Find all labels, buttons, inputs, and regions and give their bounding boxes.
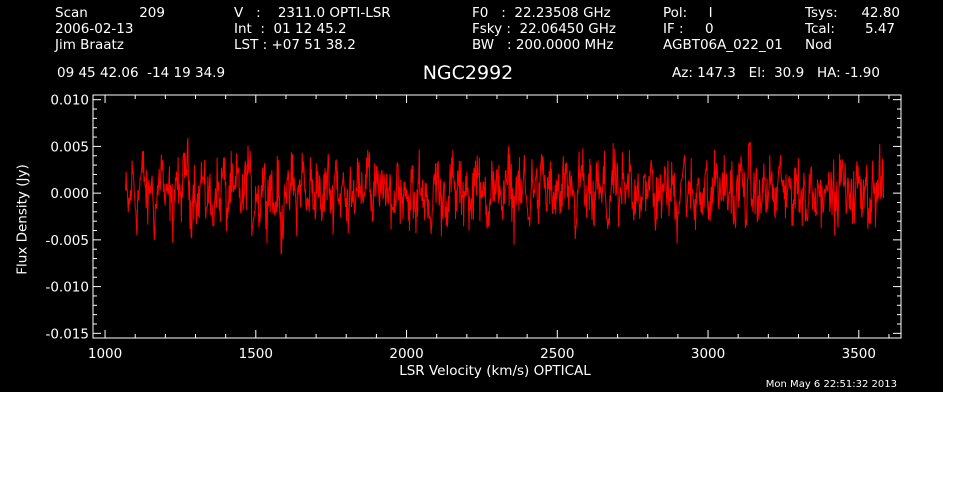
tsys-label: Tsys: — [805, 5, 838, 21]
spectrum-chart: 1000 1500 2000 2500 3000 3500 0.010 0.005 0.000 -… — [45, 93, 902, 362]
integration-line: Int : 01 12 45.2 — [234, 21, 347, 37]
y-tick-label: 0.010 — [50, 93, 89, 109]
bandwidth-line: BW : 200.0000 MHz — [472, 37, 614, 53]
timestamp: Mon May 6 22:51:32 2013 — [765, 379, 897, 390]
chart-title: NGC2992 — [422, 62, 514, 84]
y-tick-label: -0.015 — [45, 326, 89, 342]
scan-label: Scan — [55, 5, 88, 21]
x-tick-label: 1500 — [239, 346, 273, 362]
polarization-line: Pol: I — [663, 5, 713, 21]
y-axis-label: Flux Density (Jy) — [14, 164, 31, 275]
y-tick-label: -0.010 — [45, 280, 89, 296]
if-line: IF : 0 — [663, 21, 714, 37]
x-tick-label: 2500 — [540, 346, 574, 362]
spectrum-line — [125, 137, 885, 255]
tcal-value: 5.47 — [864, 21, 895, 37]
axis-ticks: 1000 1500 2000 2500 3000 3500 0.010 0.005 0.000 -… — [45, 93, 901, 362]
y-tick-label: 0.005 — [50, 139, 89, 155]
source-coordinates: 09 45 42.06 -14 19 34.9 — [57, 65, 226, 81]
observation-date: 2006-02-13 — [55, 21, 134, 37]
sky-frequency-line: Fsky : 22.06450 GHz — [472, 21, 616, 37]
plot-frame — [92, 94, 902, 339]
x-tick-label: 2000 — [389, 346, 423, 362]
x-axis-label: LSR Velocity (km/s) OPTICAL — [399, 363, 591, 379]
azimuth-elevation-hourangle: Az: 147.3 El: 30.9 HA: -1.90 — [672, 65, 880, 81]
plot-panel: Scan 209 2006-02-13 Jim Braatz V : 2311.… — [0, 0, 943, 392]
y-tick-label: 0.000 — [50, 186, 89, 202]
y-tick-label: -0.005 — [45, 233, 89, 249]
scan-number: 209 — [139, 5, 165, 21]
x-tick-label: 3500 — [842, 346, 876, 362]
spectrum-series — [125, 137, 885, 255]
observer-name: Jim Braatz — [55, 37, 124, 53]
observing-mode: Nod — [805, 37, 832, 53]
tcal-label: Tcal: — [805, 21, 835, 37]
x-tick-label: 1000 — [88, 346, 122, 362]
project-id: AGBT06A_022_01 — [663, 37, 783, 53]
tsys-value: 42.80 — [861, 5, 900, 21]
rest-frequency-line: F0 : 22.23508 GHz — [472, 5, 611, 21]
x-tick-label: 3000 — [691, 346, 725, 362]
velocity-line: V : 2311.0 OPTI-LSR — [234, 5, 391, 21]
lst-line: LST : +07 51 38.2 — [234, 37, 356, 53]
